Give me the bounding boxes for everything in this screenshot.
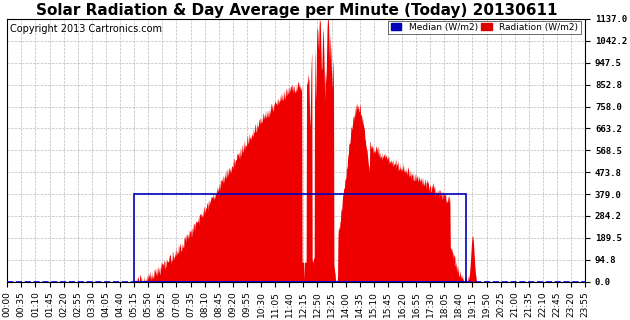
Text: Copyright 2013 Cartronics.com: Copyright 2013 Cartronics.com — [10, 24, 162, 34]
Legend: Median (W/m2), Radiation (W/m2): Median (W/m2), Radiation (W/m2) — [388, 21, 581, 34]
Bar — [134, 194, 466, 282]
Title: Solar Radiation & Day Average per Minute (Today) 20130611: Solar Radiation & Day Average per Minute… — [35, 3, 557, 18]
